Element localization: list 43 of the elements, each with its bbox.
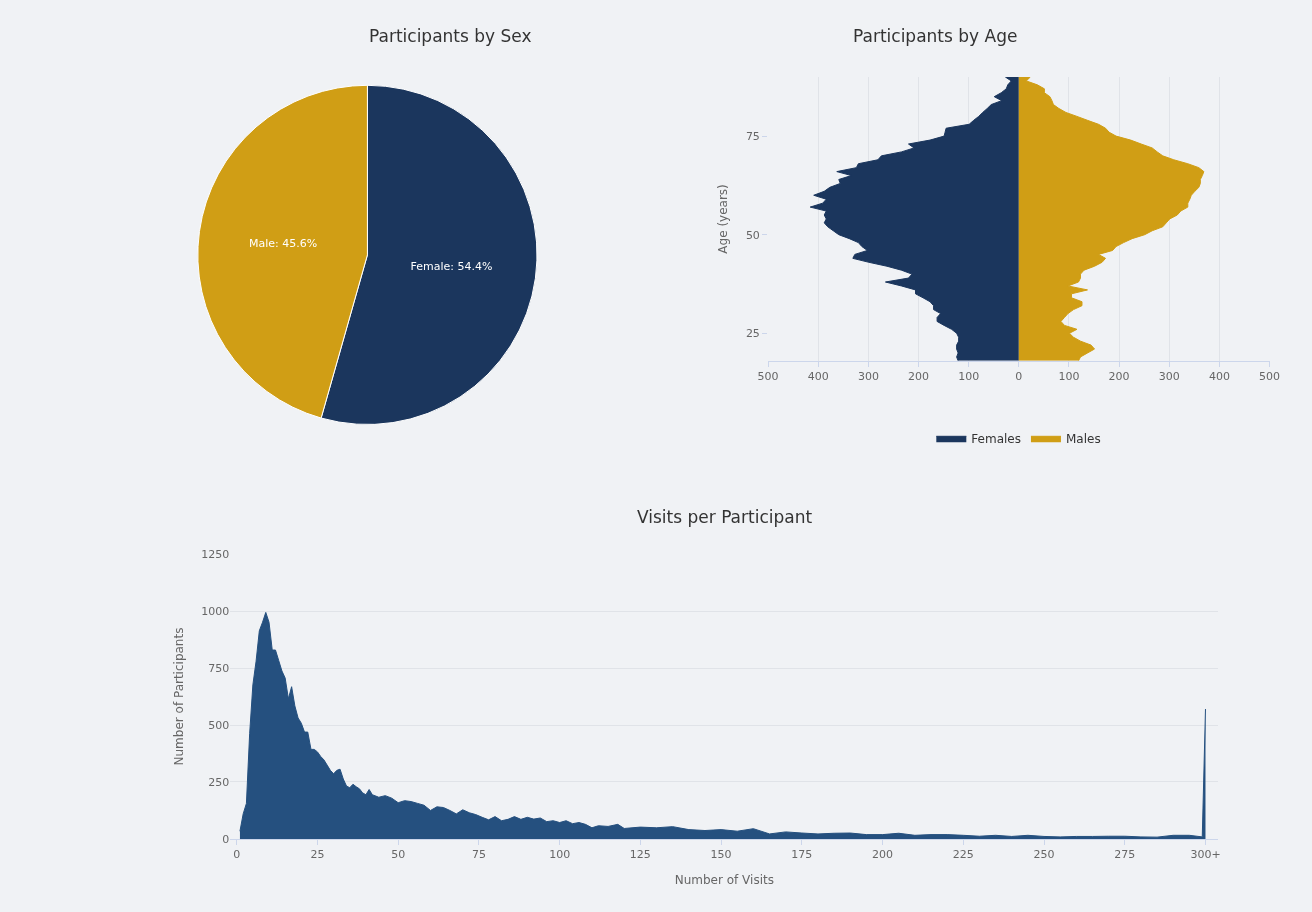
x-tick-label: 400 (1208, 370, 1230, 384)
x-tick-label: 300 (1158, 370, 1180, 384)
x-tick-label: 0 (233, 848, 241, 862)
x-tick-label: 150 (710, 848, 732, 862)
y-tick-label: 1000 (201, 604, 230, 618)
x-tick-label: 50 (391, 848, 406, 862)
chart-title: Visits per Participant (637, 507, 813, 527)
x-tick-label: 175 (791, 848, 813, 862)
x-tick-label: 300 (857, 370, 879, 384)
x-tick-label: 200 (872, 848, 894, 862)
slice-label: Female: 54.4% (410, 260, 493, 274)
legend-label: Males (1065, 431, 1101, 446)
x-tick-label: 25 (310, 848, 325, 862)
x-tick-label: 250 (1033, 848, 1055, 862)
chart-title: Participants by Age (853, 26, 1018, 46)
legend-label: Females (971, 431, 1021, 446)
x-tick-label: 75 (471, 848, 486, 862)
x-tick-label: 100 (958, 370, 980, 384)
x-tick-label: 100 (549, 848, 571, 862)
x-tick-label: 500 (1259, 370, 1281, 384)
y-tick-label: 0 (222, 832, 230, 846)
x-tick-label: 400 (807, 370, 829, 384)
x-tick-label: 200 (1108, 370, 1130, 384)
y-axis-title: Age (years) (716, 184, 731, 254)
x-tick-label: 225 (952, 848, 974, 862)
x-axis-title: Number of Visits (674, 873, 774, 888)
chart-title: Participants by Sex (369, 26, 532, 46)
slice-label: Male: 45.6% (248, 236, 318, 250)
y-axis-title: Number of Participants (171, 627, 186, 766)
y-tick-label: 750 (208, 661, 230, 675)
x-tick-label: 125 (629, 848, 651, 862)
x-tick-label: 500 (757, 370, 779, 384)
x-tick-label: 275 (1114, 848, 1136, 862)
y-tick-label: 250 (208, 775, 230, 789)
y-tick-label: 75 (745, 129, 760, 143)
y-tick-label: 25 (745, 327, 760, 341)
y-tick-label: 50 (745, 228, 760, 242)
y-tick-label: 500 (208, 718, 230, 732)
x-tick-label: 300+ (1190, 848, 1221, 862)
x-tick-label: 100 (1058, 370, 1080, 384)
x-tick-label: 0 (1015, 370, 1023, 384)
x-tick-label: 200 (908, 370, 930, 384)
y-tick-label: 1250 (201, 547, 230, 561)
